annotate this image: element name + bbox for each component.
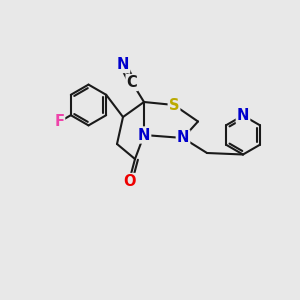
- Text: S: S: [169, 98, 179, 112]
- Text: N: N: [117, 57, 129, 72]
- Text: C: C: [127, 75, 137, 90]
- Text: F: F: [54, 114, 64, 129]
- Text: N: N: [237, 108, 249, 123]
- Text: N: N: [138, 128, 150, 142]
- Text: N: N: [177, 130, 189, 146]
- Text: O: O: [123, 174, 135, 189]
